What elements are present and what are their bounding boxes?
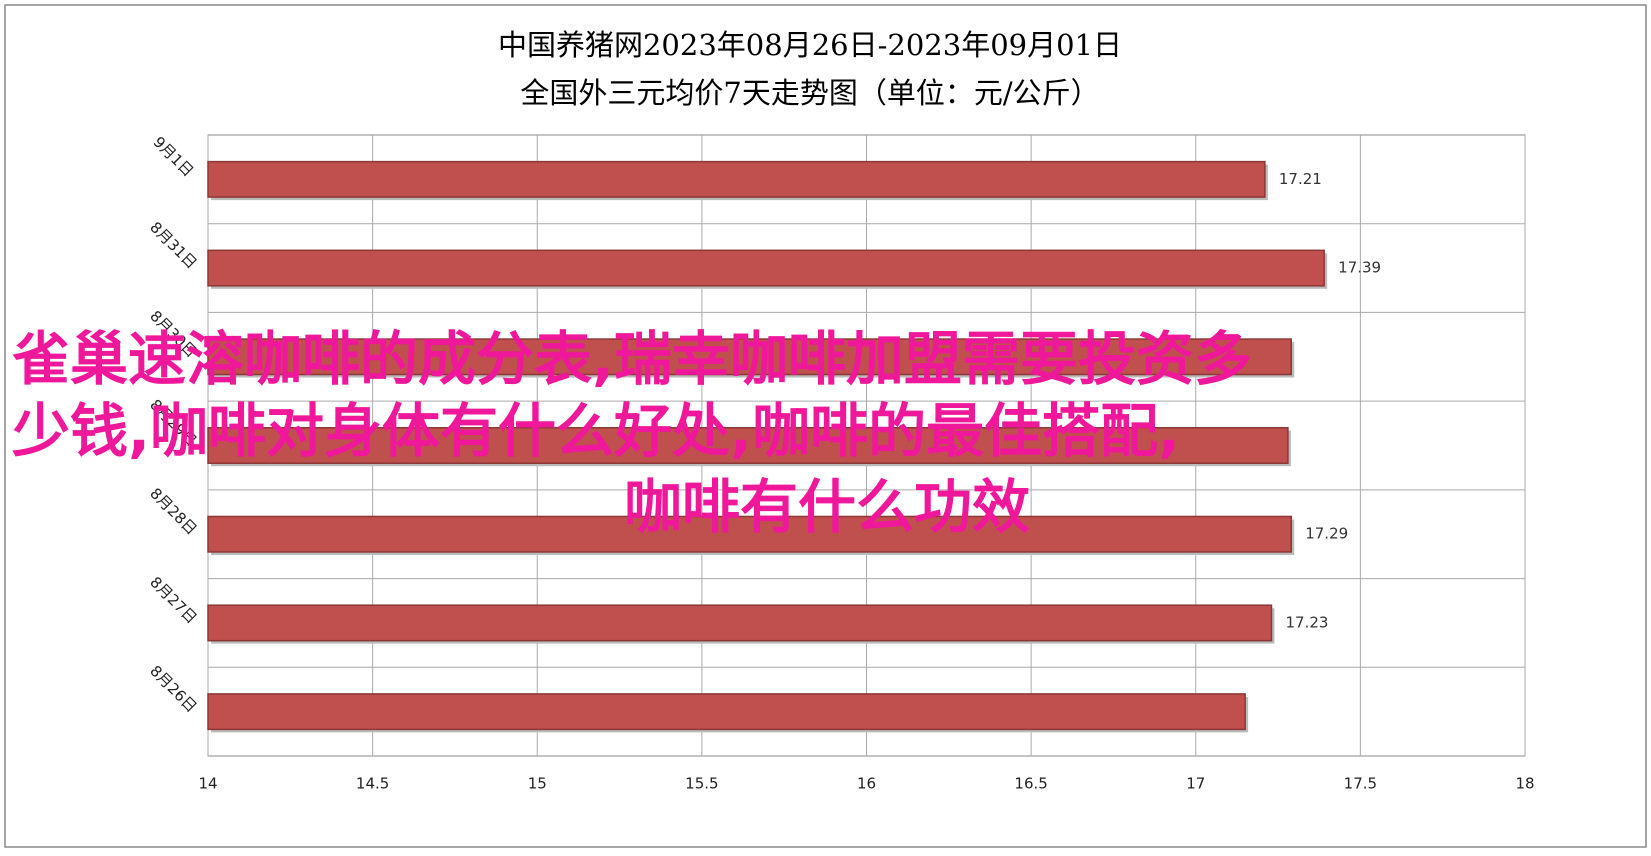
x-tick-label: 17 bbox=[1186, 775, 1205, 793]
bar bbox=[207, 249, 1325, 287]
bar bbox=[207, 427, 1289, 464]
chart-subtitle: 全国外三元均价7天走势图（单位：元/公斤） bbox=[520, 76, 1099, 110]
overlay-text: 咖啡有什么功效 bbox=[624, 473, 1030, 541]
x-tick-label: 16 bbox=[857, 775, 876, 793]
overlay-text: 少钱,咖啡对身体有什么好处,咖啡的最佳搭配, bbox=[12, 397, 1180, 465]
bar bbox=[207, 693, 1246, 731]
value-label: 17.29 bbox=[1305, 525, 1348, 543]
bar bbox=[207, 160, 1266, 198]
value-label: 17.21 bbox=[1279, 170, 1322, 188]
bar bbox=[207, 604, 1273, 642]
x-tick-label: 18 bbox=[1515, 775, 1534, 793]
bar bbox=[207, 515, 1292, 553]
x-tick-label: 16.5 bbox=[1014, 775, 1047, 793]
chart-title: 中国养猪网2023年08月26日-2023年09月01日 bbox=[498, 28, 1122, 62]
x-tick-label: 15 bbox=[528, 775, 547, 793]
value-label: 17.39 bbox=[1338, 259, 1381, 277]
x-tick-label: 14 bbox=[198, 775, 217, 793]
x-tick-label: 14.5 bbox=[356, 775, 389, 793]
x-tick-label: 17.5 bbox=[1344, 775, 1377, 793]
value-label: 17.23 bbox=[1285, 613, 1328, 631]
bar bbox=[207, 338, 1292, 376]
x-tick-label: 15.5 bbox=[685, 775, 718, 793]
overlay-text: 雀巢速溶咖啡的成分表,瑞幸咖啡加盟需要投资多 bbox=[12, 325, 1252, 393]
